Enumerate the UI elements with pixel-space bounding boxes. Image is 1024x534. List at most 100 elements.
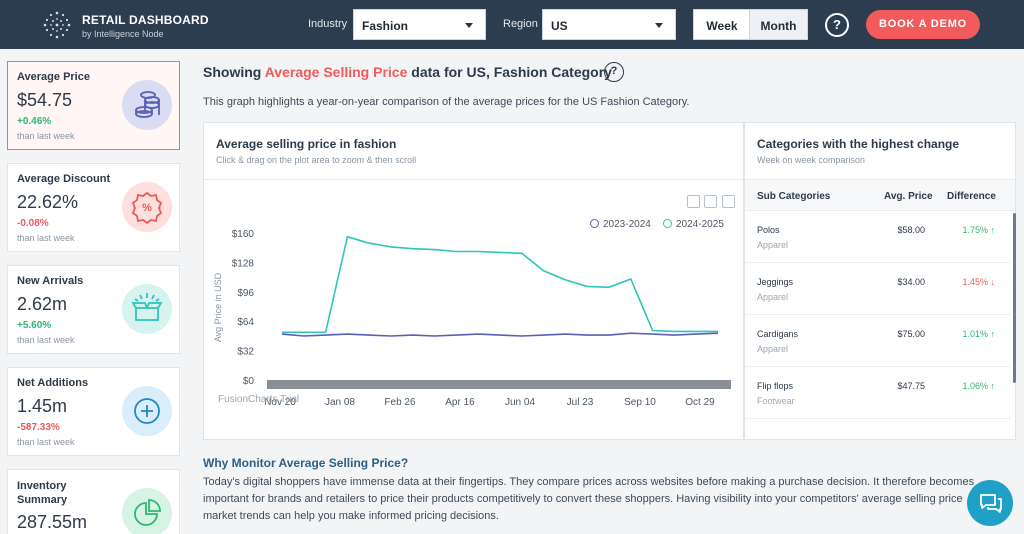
- metric-card-inventory-summary[interactable]: Inventory Summary 287.55m: [7, 469, 180, 534]
- metric-subtext: than last week: [17, 131, 75, 141]
- x-tick-label: Sep 10: [624, 397, 656, 408]
- arrow-up-icon: ↑: [990, 225, 996, 235]
- table-row[interactable]: Jeggings Apparel $34.00 1.45% ↓: [745, 263, 1011, 315]
- question-icon[interactable]: ?: [604, 62, 624, 82]
- page-title: Showing Average Selling Price data for U…: [203, 64, 612, 80]
- section-body: Today's digital shoppers have immense da…: [203, 476, 975, 522]
- column-header: Sub Categories: [757, 191, 831, 202]
- y-tick-label: $96: [237, 288, 254, 299]
- industry-select-value: Fashion: [362, 19, 409, 33]
- arrow-up-icon: ↑: [990, 329, 996, 339]
- subcategory-name: Jeggings: [757, 277, 794, 287]
- x-tick-label: Jan 08: [325, 397, 355, 408]
- metric-subtext: than last week: [17, 335, 75, 345]
- discount-badge-icon: %: [122, 182, 172, 232]
- metric-card-net-additions[interactable]: Net Additions 1.45m -587.33% than last w…: [7, 367, 180, 456]
- legend-label: 2023-2024: [603, 219, 651, 230]
- pie-chart-icon: [122, 488, 172, 534]
- chart-watermark: FusionCharts Trial: [218, 394, 300, 405]
- difference-value: 1.01%: [962, 329, 988, 339]
- chart-subtitle: Click & drag on the plot area to zoom & …: [216, 155, 417, 165]
- legend-marker: [590, 219, 599, 228]
- chevron-down-icon: [655, 23, 663, 28]
- table-row[interactable]: Cardigans Apparel $75.00 1.01% ↑: [745, 315, 1011, 367]
- metric-change: -587.33%: [17, 422, 60, 433]
- subcategory-group: Footwear: [757, 396, 795, 406]
- subcategory-group: Apparel: [757, 240, 789, 250]
- line-chart[interactable]: $0 $32 $64 $96 $128 $160 Avg Price in USD Nov…: [204, 123, 743, 439]
- metric-title: Inventory Summary: [17, 480, 68, 506]
- metric-change: -0.08%: [17, 218, 49, 229]
- subcategory-name: Cardigans: [757, 329, 799, 339]
- avg-price: $34.00: [897, 277, 925, 287]
- series-line-2024-2025[interactable]: [282, 235, 718, 334]
- table-row[interactable]: Polos Apparel $58.00 1.75% ↑: [745, 211, 1011, 263]
- metric-title: Average Price: [17, 71, 90, 83]
- y-tick-label: $0: [243, 376, 255, 387]
- help-button[interactable]: ?: [825, 13, 849, 37]
- page-title-highlight: Average Selling Price: [264, 64, 408, 80]
- difference: 1.01% ↑: [962, 329, 995, 339]
- metric-title: Net Additions: [17, 377, 89, 389]
- metric-card-new-arrivals[interactable]: New Arrivals 2.62m +5.60% than last week: [7, 265, 180, 354]
- subcategory-group: Apparel: [757, 292, 789, 302]
- x-tick-label: Nov 20: [264, 397, 296, 408]
- reset-zoom-icon[interactable]: [704, 195, 717, 208]
- industry-label: Industry: [308, 18, 348, 30]
- x-tick-label: Feb 26: [384, 397, 416, 408]
- divider: [204, 179, 743, 180]
- chat-button[interactable]: [967, 480, 1013, 526]
- metric-value: 287.55m: [17, 512, 88, 532]
- region-label: Region: [503, 18, 538, 30]
- week-toggle-button[interactable]: Week: [693, 9, 751, 40]
- categories-panel: Categories with the highest change Week …: [744, 122, 1016, 440]
- legend-item-2024-2025[interactable]: 2024-2025: [663, 219, 724, 230]
- y-tick-label: $160: [232, 229, 255, 240]
- subcategory-group: Apparel: [757, 344, 789, 354]
- metric-value: 22.62%: [17, 192, 79, 212]
- arrow-up-icon: ↑: [990, 381, 996, 391]
- page-description: This graph highlights a year-on-year com…: [203, 96, 690, 108]
- categories-subtitle: Week on week comparison: [757, 155, 865, 165]
- top-header: RETAIL DASHBOARD by Intelligence Node In…: [0, 0, 1024, 49]
- metric-value: 2.62m: [17, 294, 68, 314]
- series-line-2023-2024[interactable]: [281, 332, 719, 337]
- y-axis-title: Avg Price in USD: [213, 272, 223, 342]
- difference-value: 1.45%: [962, 277, 988, 287]
- section-heading: Why Monitor Average Selling Price?: [203, 456, 409, 470]
- scrollbar[interactable]: [1013, 213, 1016, 383]
- x-tick-label: Apr 16: [445, 397, 475, 408]
- scroll-bar[interactable]: [267, 380, 731, 389]
- legend-marker: [663, 219, 672, 228]
- page-title-suffix: data for US, Fashion Category: [407, 64, 612, 80]
- region-select-value: US: [551, 19, 568, 33]
- svg-text:%: %: [142, 202, 152, 214]
- brand-subtitle: by Intelligence Node: [82, 29, 164, 39]
- x-tick-label: Jun 04: [505, 397, 535, 408]
- metric-value: $54.75: [17, 90, 73, 110]
- export-icon[interactable]: [722, 195, 735, 208]
- zoom-icon[interactable]: [687, 195, 700, 208]
- table-header: Sub Categories Avg. Price Difference: [745, 179, 1015, 211]
- industry-select[interactable]: Fashion: [353, 9, 486, 40]
- book-demo-button[interactable]: BOOK A DEMO: [866, 10, 980, 39]
- x-tick-label: Jul 23: [567, 397, 594, 408]
- arrow-down-icon: ↓: [990, 277, 996, 287]
- subcategory-name: Polos: [757, 225, 780, 235]
- metric-card-average-discount[interactable]: Average Discount 22.62% -0.08% than last…: [7, 163, 180, 252]
- metric-title: New Arrivals: [17, 275, 84, 287]
- region-select[interactable]: US: [542, 9, 676, 40]
- table-row[interactable]: Flip flops Footwear $47.75 1.06% ↑: [745, 367, 1011, 419]
- open-box-icon: [122, 284, 172, 334]
- avg-price: $47.75: [897, 381, 925, 391]
- chart-panel: Average selling price in fashion Click &…: [203, 122, 744, 440]
- subcategory-name: Flip flops: [757, 381, 794, 391]
- metric-card-average-price[interactable]: Average Price $54.75 +0.46% than last we…: [7, 61, 180, 150]
- legend-item-2023-2024[interactable]: 2023-2024: [590, 219, 651, 230]
- plus-circle-icon: [122, 386, 172, 436]
- metric-subtext: than last week: [17, 233, 75, 243]
- month-toggle-button[interactable]: Month: [749, 9, 808, 40]
- metric-change: +5.60%: [17, 320, 52, 331]
- difference-value: 1.06%: [962, 381, 988, 391]
- metric-value: 1.45m: [17, 396, 68, 416]
